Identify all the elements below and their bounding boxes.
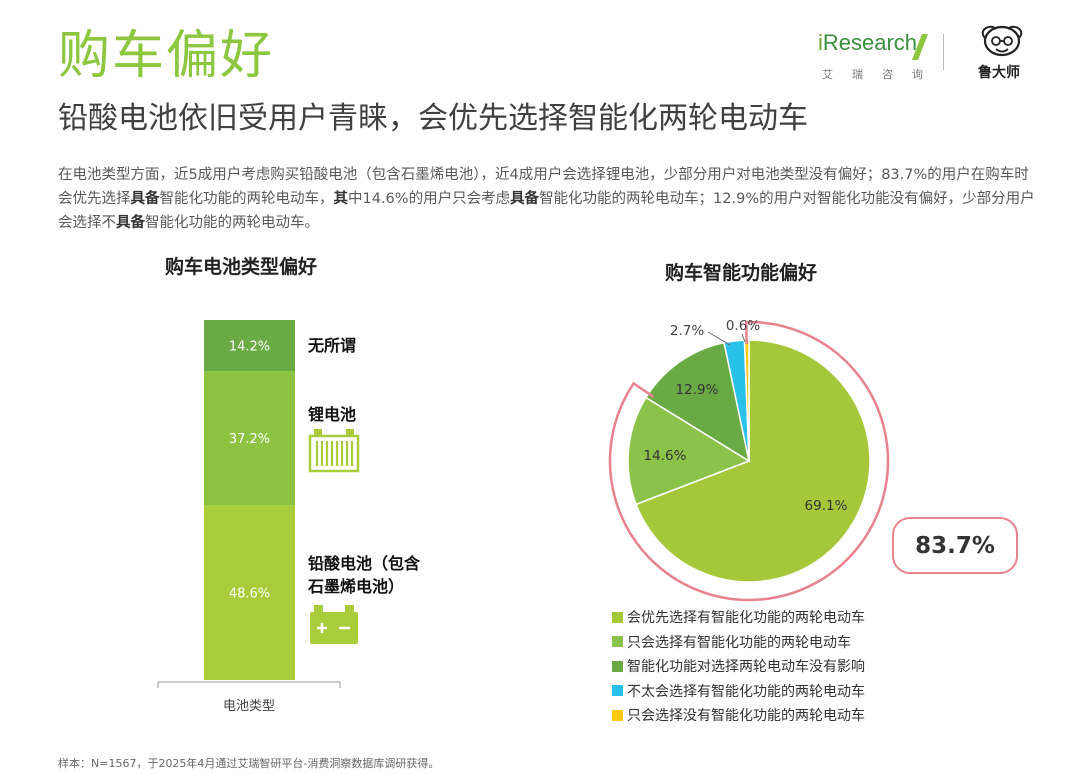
iresearch-swoosh-icon [912,34,928,60]
paragraph-run: 其 [333,191,349,207]
pie-slice [635,339,871,583]
paragraph-run: 智能化功能的两轮电动车， [159,191,334,207]
bar-chart-title: 购车电池类型偏好 [165,256,318,278]
paragraph-run: 具备 [130,191,160,207]
pie-chart: 69.1% 14.6% 12.9% 2.7% 0.6% [608,318,890,602]
bar-segment [204,371,295,506]
pie-highlight-arc [608,320,890,602]
legend-label: 会优先选择有智能化功能的两轮电动车 [627,610,865,627]
legend-item: 智能化功能对选择两轮电动车没有影响 [612,654,865,679]
x-axis-category-label: 电池类型 [223,699,275,714]
legend-swatch [612,611,623,623]
paragraph-run: 中14.6%的用户只会考虑 [348,191,511,207]
lead-acid-battery-icon [310,605,358,644]
pie-leader-line [707,331,731,346]
legend-swatch [612,636,623,648]
lithium-battery-icon [308,429,360,473]
pie-value-label: 14.6% [644,448,687,464]
bar-segment [204,505,295,680]
pie-legend: 会优先选择有智能化功能的两轮电动车 只会选择有智能化功能的两轮电动车 智能化功能对选… [612,605,865,728]
bar-category-label: 锂电池 [308,405,356,424]
pie-value-label: 12.9% [676,382,719,398]
page-subtitle: 铅酸电池依旧受用户青睐，会优先选择智能化两轮电动车 [58,101,808,136]
logo-divider [943,34,944,70]
paragraph-run: 智能化功能的两轮电动车。 [145,215,319,231]
iresearch-wordmark: iResearch [818,30,918,55]
legend-label: 只会选择有智能化功能的两轮电动车 [627,634,851,651]
summary-paragraph: 在电池类型方面，近5成用户考虑购买铅酸电池（包含石墨烯电池），近4成用户会选择锂… [58,163,1038,235]
paragraph-run: 智能化功能的两轮电动车；12.9%的用户对智能化功能没有偏好，少部分用户会选择不 [58,191,1035,231]
ludashi-mascot-icon [981,25,1023,57]
bar-category-label: 铅酸电池（包含 [308,554,421,573]
pie-value-label: 0.6% [726,318,760,334]
legend-label: 不太会选择有智能化功能的两轮电动车 [627,683,865,700]
pie-slice [627,396,751,506]
legend-item: 会优先选择有智能化功能的两轮电动车 [612,605,865,630]
paragraph-run: 在电池类型方面，近5成用户考虑购买铅酸电池（包含石墨烯电池），近4成用户会选择锂… [58,167,1029,207]
pie-leader-line [741,333,746,343]
legend-label: 只会选择没有智能化功能的两轮电动车 [627,708,865,725]
legend-item: 只会选择有智能化功能的两轮电动车 [612,630,865,655]
ludashi-logo: 鲁大师 [972,24,1032,84]
pie-value-label: 69.1% [805,498,848,514]
iresearch-logo: iResearch 艾瑞咨询 [818,28,930,84]
bar-category-label: 石墨烯电池） [307,577,404,596]
iresearch-cn-name: 艾瑞咨询 [822,68,942,81]
legend-label: 智能化功能对选择两轮电动车没有影响 [627,659,865,676]
pie-chart-title: 购车智能功能偏好 [665,262,818,284]
page-title: 购车偏好 [58,26,275,86]
ludashi-name: 鲁大师 [978,65,1020,81]
legend-swatch [612,709,623,721]
bar-value-label: 14.2% [229,340,270,355]
legend-swatch [612,660,623,672]
legend-item: 只会选择没有智能化功能的两轮电动车 [612,703,865,728]
highlight-callout: 83.7% [892,517,1018,574]
bar-segment [204,320,295,372]
bar-value-label: 48.6% [229,587,270,602]
legend-item: 不太会选择有智能化功能的两轮电动车 [612,679,865,704]
bar-category-label: 无所谓 [307,336,356,355]
pie-value-label: 2.7% [670,323,704,339]
paragraph-run: 具备 [116,215,145,231]
paragraph-run: 具备 [510,191,540,207]
legend-swatch [612,685,623,697]
bar-value-label: 37.2% [229,432,270,447]
footnote: 样本：N=1567，于2025年4月通过艾瑞智研平台-消费洞察数据库调研获得。 [58,757,440,770]
